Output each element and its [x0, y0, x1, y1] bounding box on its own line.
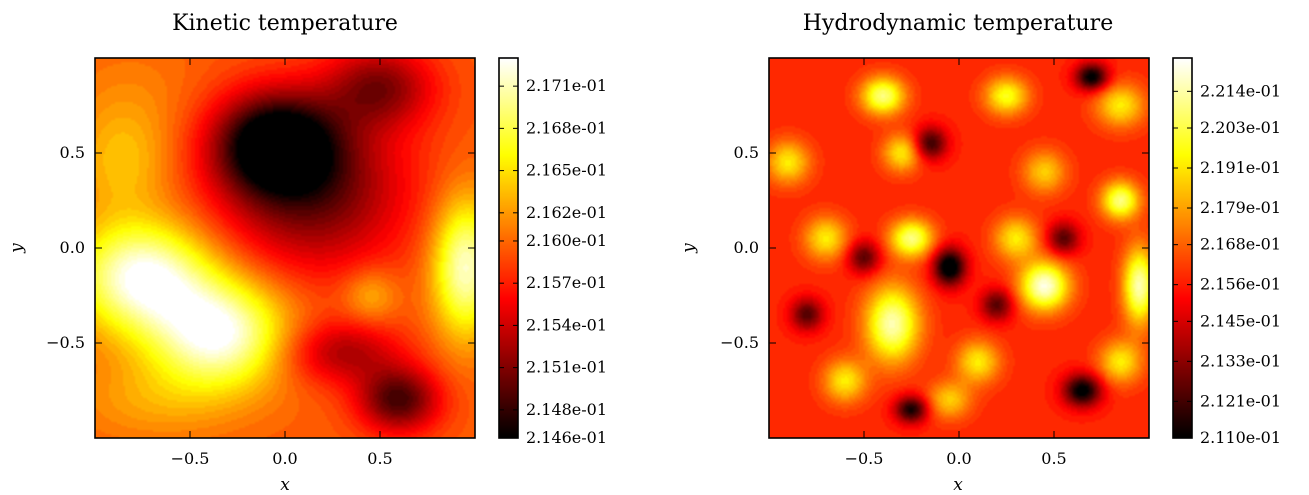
colorbar-frame	[1172, 57, 1193, 439]
x-axis-label: x	[953, 475, 963, 495]
y-tick-label: 0.5	[734, 143, 759, 162]
x-axis-ticks: −0.5 0.0 0.5	[171, 58, 393, 468]
colorbar-ticks: 2.146e-01 2.148e-01 2.151e-01 2.154e-01 2.15…	[499, 76, 607, 447]
colorbar-tick-label: 2.214e-01	[1200, 81, 1281, 100]
colorbar-tick-label: 2.148e-01	[526, 400, 607, 419]
y-axis-ticks: −0.5 0.0 0.5	[46, 143, 475, 352]
x-tick-label: −0.5	[171, 449, 210, 468]
colorbar-tick-label: 2.121e-01	[1200, 391, 1281, 410]
colorbar-image	[1173, 58, 1192, 438]
colorbar-tick-label: 2.160e-01	[526, 231, 607, 250]
y-axis-ticks: −0.5 0.0 0.5	[720, 143, 1149, 352]
colorbar-tick-label: 2.203e-01	[1200, 118, 1281, 137]
colorbar-tick-label: 2.162e-01	[526, 203, 607, 222]
colorbar-image	[499, 58, 518, 438]
colorbar-tick-label: 2.168e-01	[526, 118, 607, 137]
chart-title: Kinetic temperature	[172, 11, 398, 36]
x-tick-label: 0.0	[946, 449, 971, 468]
y-tick-label: −0.5	[720, 333, 759, 352]
colorbar-tick-label: 2.146e-01	[526, 428, 607, 447]
hydrodynamic-temperature-panel: Hydrodynamic temperature −0.5 0.0 0.5 −0.5…	[679, 11, 1281, 495]
colorbar-tick-label: 2.145e-01	[1200, 311, 1281, 330]
colorbar-tick-label: 2.168e-01	[1200, 235, 1281, 254]
x-tick-label: 0.5	[1041, 449, 1066, 468]
colorbar-tick-label: 2.165e-01	[526, 161, 607, 180]
colorbar-tick-label: 2.191e-01	[1200, 158, 1281, 177]
colorbar-frame	[498, 57, 519, 439]
colorbar-tick-label: 2.179e-01	[1200, 198, 1281, 217]
x-axis-label: x	[280, 475, 290, 495]
y-tick-label: 0.0	[60, 238, 85, 257]
x-tick-label: 0.5	[367, 449, 392, 468]
x-axis-ticks: −0.5 0.0 0.5	[845, 58, 1067, 468]
y-axis-label: y	[7, 243, 27, 254]
x-tick-label: 0.0	[272, 449, 297, 468]
colorbar-tick-label: 2.110e-01	[1200, 428, 1281, 447]
colorbar-tick-label: 2.157e-01	[526, 273, 607, 292]
colorbar-tick-label: 2.156e-01	[1200, 275, 1281, 294]
colorbar-ticks: 2.110e-01 2.121e-01 2.133e-01 2.145e-01 2.15…	[1173, 81, 1281, 447]
heatmap-image	[769, 58, 1149, 438]
colorbar-tick-label: 2.151e-01	[526, 358, 607, 377]
colorbar-tick-label: 2.171e-01	[526, 76, 607, 95]
y-tick-label: 0.0	[734, 238, 759, 257]
kinetic-temperature-panel: Kinetic temperature −0.5 0.0 0.5 −0.5 0.0 0.…	[7, 11, 607, 495]
colorbar-tick-label: 2.133e-01	[1200, 351, 1281, 370]
y-tick-label: −0.5	[46, 333, 85, 352]
y-axis-label: y	[679, 243, 699, 254]
x-tick-label: −0.5	[845, 449, 884, 468]
chart-title: Hydrodynamic temperature	[803, 11, 1113, 36]
colorbar-tick-label: 2.154e-01	[526, 315, 607, 334]
heatmap-image	[95, 58, 475, 438]
y-tick-label: 0.5	[60, 143, 85, 162]
